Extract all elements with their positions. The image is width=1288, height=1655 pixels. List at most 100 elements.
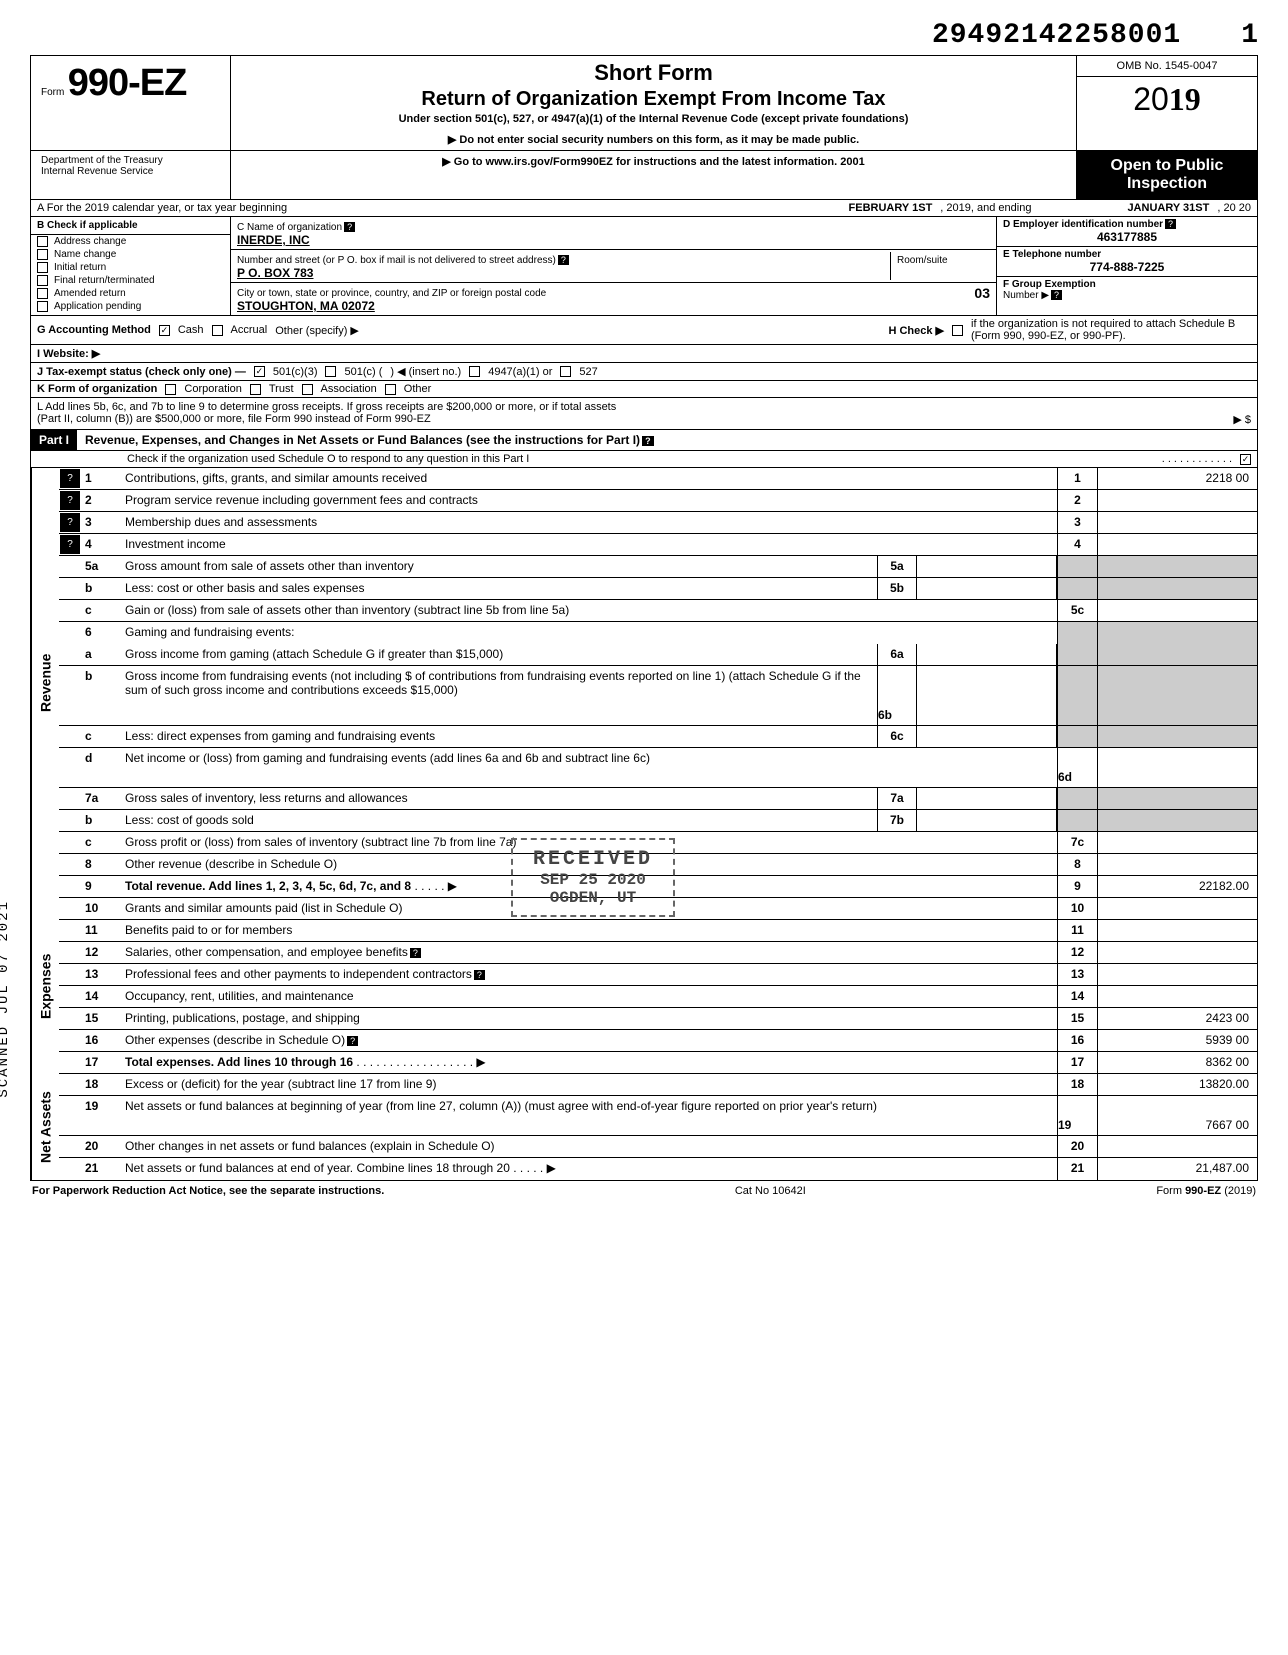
section-b: B Check if applicable Address change Nam… xyxy=(31,217,231,315)
check-501c[interactable] xyxy=(325,366,336,377)
org-name-label: C Name of organization xyxy=(237,222,342,233)
city-value: STOUGHTON, MA 02072 xyxy=(237,299,375,313)
help-icon[interactable]: ? xyxy=(410,948,421,958)
footer-left: For Paperwork Reduction Act Notice, see … xyxy=(32,1185,384,1197)
part1-table: Revenue ?1Contributions, gifts, grants, … xyxy=(30,468,1258,1181)
row-j: J Tax-exempt status (check only one) — ✓… xyxy=(30,363,1258,381)
l-arrow: ▶ $ xyxy=(1233,413,1251,426)
check-other-org[interactable] xyxy=(385,384,396,395)
check-cash[interactable]: ✓ xyxy=(159,325,170,336)
help-icon[interactable]: ? xyxy=(1165,219,1176,229)
line-6b: bGross income from fundraising events (n… xyxy=(59,666,1257,726)
check-accrual[interactable] xyxy=(212,325,223,336)
line-13: 13Professional fees and other payments t… xyxy=(59,964,1257,986)
help-icon[interactable]: ? xyxy=(558,255,569,265)
row-k: K Form of organization Corporation Trust… xyxy=(30,381,1258,398)
j-label: J Tax-exempt status (check only one) — xyxy=(37,366,246,378)
section-bcdef: B Check if applicable Address change Nam… xyxy=(30,217,1258,316)
title-line2: Return of Organization Exempt From Incom… xyxy=(251,88,1056,111)
check-527[interactable] xyxy=(560,366,571,377)
addr-label: Number and street (or P O. box if mail i… xyxy=(237,255,556,266)
row-g-h: G Accounting Method ✓Cash Accrual Other … xyxy=(30,316,1258,345)
ein-label: D Employer identification number xyxy=(1003,219,1163,230)
check-final-return[interactable]: Final return/terminated xyxy=(31,274,230,287)
help-icon[interactable]: ? xyxy=(1051,290,1062,300)
other-specify: Other (specify) ▶ xyxy=(275,324,359,337)
check-name-change[interactable]: Name change xyxy=(31,248,230,261)
line-15: 15Printing, publications, postage, and s… xyxy=(59,1008,1257,1030)
part1-header-row: Part I Revenue, Expenses, and Changes in… xyxy=(30,430,1258,451)
section-d: D Employer identification number? 463177… xyxy=(997,217,1257,247)
open-public-box: Open to Public Inspection xyxy=(1077,151,1257,199)
omb-number: OMB No. 1545-0047 xyxy=(1077,56,1257,77)
line-7c: cGross profit or (loss) from sales of in… xyxy=(59,832,1257,854)
line-21: 21Net assets or fund balances at end of … xyxy=(59,1158,1257,1180)
open-line1: Open to Public xyxy=(1081,157,1253,175)
row-l: L Add lines 5b, 6c, and 7b to line 9 to … xyxy=(30,398,1258,430)
part1-title: Revenue, Expenses, and Changes in Net As… xyxy=(77,430,1257,450)
line-a-end: JANUARY 31ST xyxy=(1127,202,1209,214)
check-initial-return[interactable]: Initial return xyxy=(31,261,230,274)
section-f: F Group Exemption Number ▶? xyxy=(997,277,1257,303)
line-8: 8Other revenue (describe in Schedule O)8 xyxy=(59,854,1257,876)
line-20: 20Other changes in net assets or fund ba… xyxy=(59,1136,1257,1158)
check-address-change[interactable]: Address change xyxy=(31,235,230,248)
section-def: D Employer identification number? 463177… xyxy=(997,217,1257,315)
check-4947[interactable] xyxy=(469,366,480,377)
line-5c: cGain or (loss) from sale of assets othe… xyxy=(59,600,1257,622)
scanned-stamp: SCANNED JUL 07 2021 xyxy=(0,900,12,1098)
check-corp[interactable] xyxy=(165,384,176,395)
form-header-row2: Department of the Treasury Internal Reve… xyxy=(30,150,1258,200)
line-19: 19Net assets or fund balances at beginni… xyxy=(59,1096,1257,1136)
check-501c3[interactable]: ✓ xyxy=(254,366,265,377)
help-icon[interactable]: ? xyxy=(60,535,80,554)
help-icon[interactable]: ? xyxy=(60,491,80,510)
check-schedule-o[interactable]: ✓ xyxy=(1240,454,1251,465)
line-3: ?3Membership dues and assessments3 xyxy=(59,512,1257,534)
line-18: 18Excess or (deficit) for the year (subt… xyxy=(59,1074,1257,1096)
line-7a: 7aGross sales of inventory, less returns… xyxy=(59,788,1257,810)
line-11: 11Benefits paid to or for members11 xyxy=(59,920,1257,942)
ein-value: 463177885 xyxy=(1003,230,1251,244)
line-5a: 5aGross amount from sale of assets other… xyxy=(59,556,1257,578)
k-label: K Form of organization xyxy=(37,383,157,395)
help-icon[interactable]: ? xyxy=(474,970,485,980)
check-h[interactable] xyxy=(952,325,963,336)
footer-row: For Paperwork Reduction Act Notice, see … xyxy=(30,1181,1258,1201)
form-prefix: Form xyxy=(41,87,64,98)
help-icon[interactable]: ? xyxy=(60,513,80,532)
tax-year: 2019 xyxy=(1077,77,1257,122)
l-text1: L Add lines 5b, 6c, and 7b to line 9 to … xyxy=(37,401,1251,413)
org-name-value: INERDE, INC xyxy=(237,233,310,247)
line-6: 6Gaming and fundraising events: xyxy=(59,622,1257,644)
line-2: ?2Program service revenue including gove… xyxy=(59,490,1257,512)
line-a-prefix: A For the 2019 calendar year, or tax yea… xyxy=(37,202,287,214)
top-row: 29492142258001 1 xyxy=(30,20,1258,51)
help-icon[interactable]: ? xyxy=(642,436,654,446)
revenue-side-label: Revenue xyxy=(31,468,59,898)
title-box: Short Form Return of Organization Exempt… xyxy=(231,56,1077,150)
line-12: 12Salaries, other compensation, and empl… xyxy=(59,942,1257,964)
document-number: 29492142258001 xyxy=(932,20,1181,51)
phone-value: 774-888-7225 xyxy=(1003,260,1251,274)
line-6a: aGross income from gaming (attach Schedu… xyxy=(59,644,1257,666)
part1-check-text: Check if the organization used Schedule … xyxy=(37,453,1154,465)
check-assoc[interactable] xyxy=(302,384,313,395)
dept-line1: Department of the Treasury xyxy=(41,155,220,166)
h-label: H Check ▶ xyxy=(888,324,944,337)
l-text2: (Part II, column (B)) are $500,000 or mo… xyxy=(37,413,431,426)
help-icon[interactable]: ? xyxy=(60,469,80,488)
title-line3: Under section 501(c), 527, or 4947(a)(1)… xyxy=(251,113,1056,125)
line-a-begin: FEBRUARY 1ST xyxy=(849,202,933,214)
help-icon[interactable]: ? xyxy=(344,222,355,232)
line-6d: dNet income or (loss) from gaming and fu… xyxy=(59,748,1257,788)
line-a-suffix: , 20 20 xyxy=(1217,202,1251,214)
expenses-side-label: Expenses xyxy=(31,898,59,1074)
form-header: Form 990-EZ Short Form Return of Organiz… xyxy=(30,55,1258,150)
help-icon[interactable]: ? xyxy=(347,1036,358,1046)
check-trust[interactable] xyxy=(250,384,261,395)
netassets-side-label: Net Assets xyxy=(31,1074,59,1180)
check-application-pending[interactable]: Application pending xyxy=(31,300,230,313)
check-amended-return[interactable]: Amended return xyxy=(31,287,230,300)
omb-box: OMB No. 1545-0047 2019 xyxy=(1077,56,1257,150)
